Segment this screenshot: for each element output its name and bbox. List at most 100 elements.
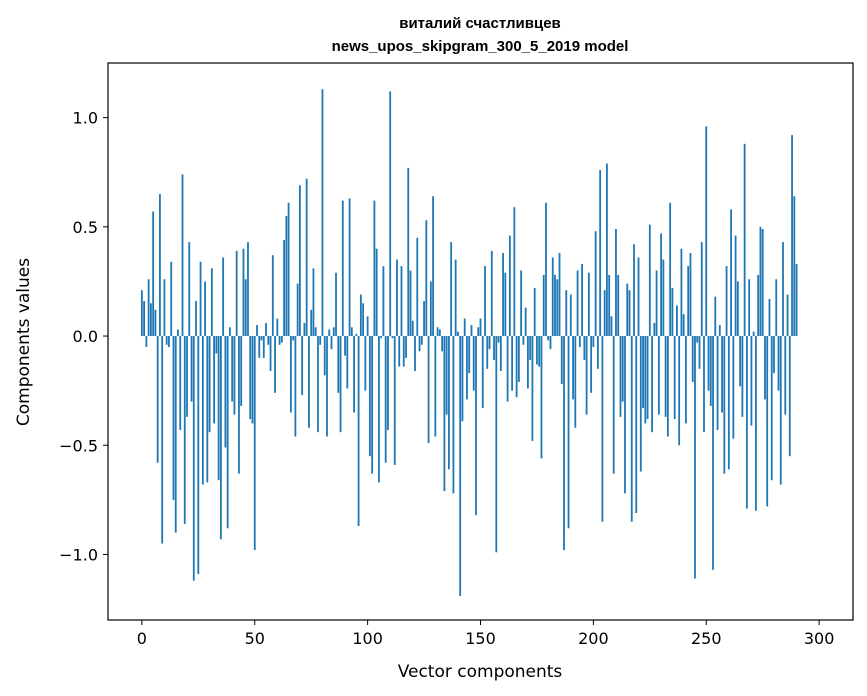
bar (583, 336, 585, 360)
bar (328, 329, 330, 336)
bar (651, 336, 653, 432)
bar (148, 279, 150, 336)
bar (579, 336, 581, 347)
bar (778, 336, 780, 391)
bar (412, 321, 414, 336)
bar (694, 336, 696, 578)
bar (202, 336, 204, 485)
bar (410, 271, 412, 337)
bar (633, 244, 635, 336)
bar (349, 198, 351, 336)
bar (450, 242, 452, 336)
bar (353, 336, 355, 412)
bar (306, 179, 308, 336)
bar (236, 251, 238, 336)
bar (441, 336, 443, 351)
bar (416, 238, 418, 336)
bar (184, 336, 186, 524)
bar (486, 336, 488, 369)
bar (191, 336, 193, 402)
bar (197, 336, 199, 574)
bar (392, 336, 394, 338)
bar (796, 264, 798, 336)
bar (599, 170, 601, 336)
bar (597, 336, 599, 369)
bar (631, 336, 633, 522)
bar (525, 308, 527, 336)
bar (378, 336, 380, 482)
bar (739, 336, 741, 386)
bar (784, 336, 786, 415)
bar (748, 279, 750, 336)
y-tick-label: −0.5 (59, 436, 98, 455)
bar (299, 185, 301, 336)
bar (283, 240, 285, 336)
bar (685, 336, 687, 423)
bar (231, 336, 233, 402)
bar (498, 336, 500, 343)
bar (710, 336, 712, 406)
bar (647, 336, 649, 419)
bar (398, 336, 400, 367)
bar (401, 266, 403, 336)
bar (389, 91, 391, 336)
bar (238, 336, 240, 474)
bar (613, 336, 615, 474)
bar (247, 242, 249, 336)
bar (769, 299, 771, 336)
bar (491, 251, 493, 336)
plot-frame (108, 63, 853, 620)
bar (721, 336, 723, 412)
bar (789, 336, 791, 456)
bar (527, 336, 529, 388)
bar (755, 336, 757, 511)
bar (430, 281, 432, 336)
bar (240, 336, 242, 406)
bar (464, 319, 466, 336)
bar (676, 305, 678, 336)
bar (213, 336, 215, 423)
x-axis-label: Vector components (398, 662, 563, 682)
bar (480, 319, 482, 336)
x-tick-label: 250 (691, 629, 722, 648)
bar (179, 336, 181, 430)
bar (322, 89, 324, 336)
bar (683, 314, 685, 336)
bar (484, 266, 486, 336)
x-tick-label: 200 (578, 629, 609, 648)
bar (714, 297, 716, 336)
bar (473, 336, 475, 391)
bar (626, 284, 628, 336)
bar (448, 336, 450, 469)
bar (687, 266, 689, 336)
bar (482, 336, 484, 408)
bar (360, 295, 362, 337)
bar (545, 203, 547, 336)
bar (446, 336, 448, 415)
bar (403, 336, 405, 367)
bar (317, 336, 319, 432)
bar (193, 336, 195, 581)
bar (622, 336, 624, 402)
bar (177, 329, 179, 336)
x-axis-ticks: 0 50 100 150 200 250 300 (137, 620, 835, 648)
bar (394, 336, 396, 465)
bar (274, 336, 276, 393)
bar (344, 336, 346, 356)
bar (459, 336, 461, 596)
bar (568, 336, 570, 528)
bar (574, 336, 576, 428)
x-tick-label: 150 (465, 629, 496, 648)
chart-title: виталий счастливцев (399, 15, 561, 32)
bar (145, 336, 147, 347)
bar (468, 336, 470, 373)
bar (150, 303, 152, 336)
bar (443, 336, 445, 491)
bar (297, 284, 299, 336)
y-axis-ticks: −1.0 −0.5 0.0 0.5 1.0 (59, 109, 108, 565)
bar (732, 336, 734, 439)
bar (615, 229, 617, 336)
bar (735, 236, 737, 336)
bar (737, 281, 739, 336)
bar (310, 310, 312, 336)
